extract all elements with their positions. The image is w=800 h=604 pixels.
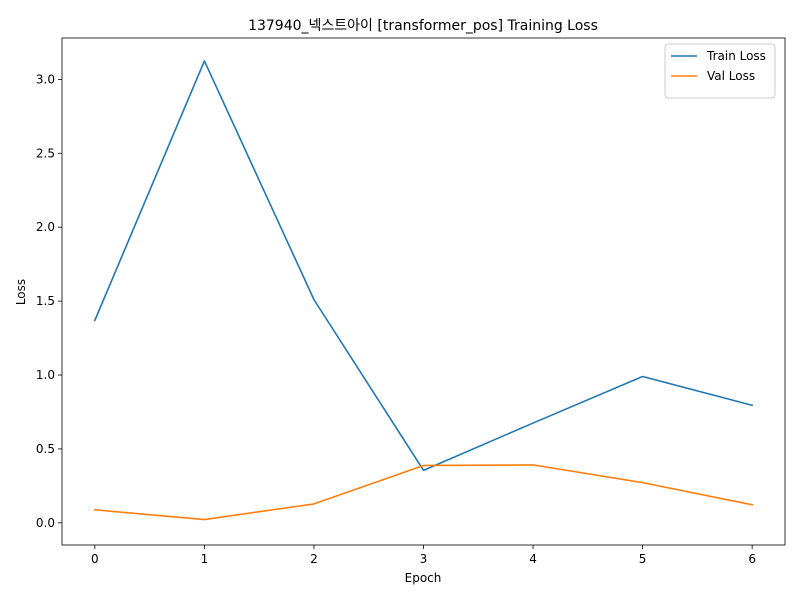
train-loss-line (93, 60, 754, 472)
y-tick-label: 1.0 (36, 368, 55, 382)
x-tick-label: 5 (639, 552, 647, 566)
axes-frame (61, 37, 786, 546)
legend: Train Loss Val Loss (664, 43, 776, 99)
x-tick-label: 0 (91, 552, 99, 566)
y-tick-label: 2.5 (36, 146, 55, 160)
y-tick-label: 1.5 (36, 294, 55, 308)
legend-label-train-loss: Train Loss (706, 49, 766, 63)
x-tick-label: 4 (529, 552, 537, 566)
plot-area: 0 1 2 3 4 5 6 0.0 0.5 1.0 1.5 2.0 2.5 3.0 (36, 37, 786, 566)
x-tick-label: 2 (310, 552, 318, 566)
y-tick-label: 3.0 (36, 72, 55, 86)
y-tick-label: 0.0 (36, 516, 55, 530)
y-tick-label: 2.0 (36, 220, 55, 234)
y-tick-label: 0.5 (36, 442, 55, 456)
chart-title: 137940_넥스트아이 [transformer_pos] Training … (248, 18, 598, 34)
x-axis-label: Epoch (405, 571, 442, 585)
x-tick-label: 3 (420, 552, 428, 566)
x-tick-label: 1 (201, 552, 209, 566)
y-axis-label: Loss (14, 279, 28, 305)
legend-box (664, 43, 776, 99)
legend-label-val-loss: Val Loss (707, 69, 755, 83)
val-loss-line (93, 464, 754, 521)
x-tick-label: 6 (748, 552, 756, 566)
